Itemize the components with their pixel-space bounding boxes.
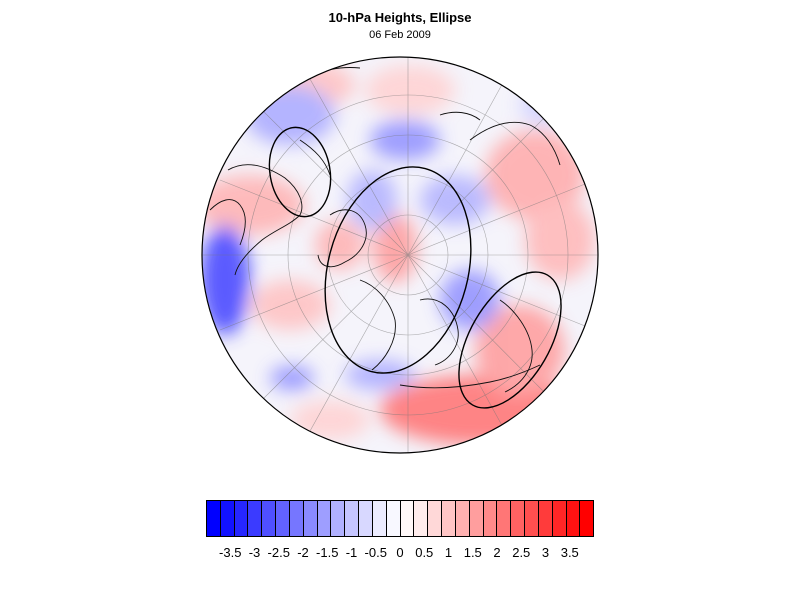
colorbar-cell [276, 501, 290, 536]
colorbar-tick-label: -2.5 [267, 545, 290, 560]
colorbar-cell [566, 501, 581, 536]
tertiary-ellipse [458, 271, 562, 409]
colorbar-tick-label: -1.5 [316, 545, 339, 560]
colorbar-cell [234, 501, 249, 536]
colorbar-cell [511, 501, 526, 536]
colorbar-tick-label: -3 [248, 545, 261, 560]
colorbar-cell [428, 501, 443, 536]
colorbar-cell [442, 501, 456, 536]
colorbar-cell [359, 501, 373, 536]
colorbar-cell [317, 501, 332, 536]
colorbar-tick-label: 0.5 [415, 545, 434, 560]
colorbar-tick-label: 1 [444, 545, 453, 560]
secondary-ellipse [268, 126, 332, 218]
globe-outline [201, 56, 599, 454]
colorbar-ticks: -3.5 -3 -2.5 -2 -1.5 -1 -0.5 0 0.5 1 1.5 2 2.5 3 3.5 [206, 545, 594, 561]
colorbar-tick-label: 2 [493, 545, 501, 560]
ellipse-contours [268, 126, 562, 409]
colorbar-cell [289, 501, 304, 536]
colorbar-tick-label: 3.5 [560, 545, 579, 560]
colorbar-cell [331, 501, 346, 536]
colorbar-cell [525, 501, 539, 536]
colorbar-cell [497, 501, 512, 536]
colorbar-tick-label: -0.5 [364, 545, 387, 560]
colorbar-cell [372, 501, 387, 536]
anomaly-field [202, 57, 598, 453]
colorbar-tick-label: -1 [345, 545, 358, 560]
colorbar-cell [303, 501, 318, 536]
colorbar-cell [538, 501, 553, 536]
colorbar-cell [469, 501, 484, 536]
colorbar-cell [414, 501, 429, 536]
colorbar-tick-label: -2 [297, 545, 309, 560]
colorbar-cell [483, 501, 498, 536]
colorbar-cell [262, 501, 277, 536]
colorbar-tick-label: -3.5 [219, 545, 242, 560]
figure-date: 06 Feb 2009 [369, 29, 431, 41]
colorbar-cell [580, 501, 594, 536]
colorbar-cell [400, 501, 415, 536]
graticule [202, 57, 598, 453]
colorbar-cell [345, 501, 360, 536]
colorbar-cell [207, 501, 221, 536]
colorbar-tick-label: 1.5 [463, 545, 482, 560]
colorbar-tick-label: 3 [541, 545, 550, 560]
colorbar-tick-label: 2.5 [512, 545, 531, 560]
colorbar-cell [552, 501, 567, 536]
figure-title: 10-hPa Heights, Ellipse [328, 10, 472, 25]
colorbar-cell [248, 501, 263, 536]
colorbar-tick-label: 0 [396, 545, 404, 560]
colorbar-cell [386, 501, 401, 536]
polar-map [201, 56, 599, 454]
colorbar [206, 500, 594, 537]
colorbar-cell [455, 501, 470, 536]
polar-vortex-ellipse [324, 166, 472, 374]
colorbar-cell [220, 501, 235, 536]
